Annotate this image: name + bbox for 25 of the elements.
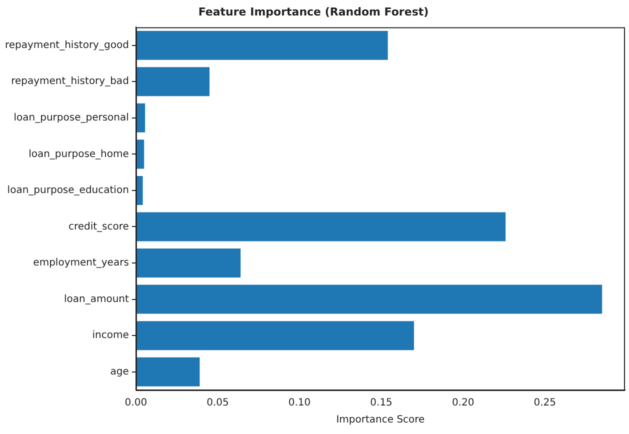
x-tick-label: 0.00 (124, 398, 148, 409)
chart-title: Feature Importance (Random Forest) (198, 5, 429, 18)
x-tick-label: 0.10 (288, 398, 311, 409)
bar (136, 30, 388, 60)
bar (136, 321, 414, 350)
bar (136, 248, 241, 278)
y-tick-label: repayment_history_good (4, 40, 129, 51)
x-axis-title: Importance Score (336, 414, 425, 426)
y-tick-label: loan_purpose_personal (14, 112, 129, 124)
bar (136, 357, 200, 386)
x-tick-label: 0.25 (534, 398, 556, 409)
x-tick-label: 0.15 (370, 398, 392, 409)
x-tick-label: 0.20 (452, 398, 474, 409)
bar (136, 284, 602, 314)
y-tick-label: loan_purpose_education (7, 185, 129, 196)
y-tick-label: repayment_history_bad (11, 76, 129, 88)
y-tick-label: income (92, 330, 129, 342)
y-tick-label: loan_purpose_home (28, 148, 129, 160)
bar (136, 212, 506, 242)
y-tick-label: credit_score (68, 221, 129, 232)
x-tick-label: 0.05 (206, 398, 229, 409)
y-tick-label: loan_amount (64, 294, 129, 305)
y-tick-label: employment_years (33, 258, 129, 269)
y-tick-label: age (110, 366, 129, 378)
bar (136, 67, 210, 96)
